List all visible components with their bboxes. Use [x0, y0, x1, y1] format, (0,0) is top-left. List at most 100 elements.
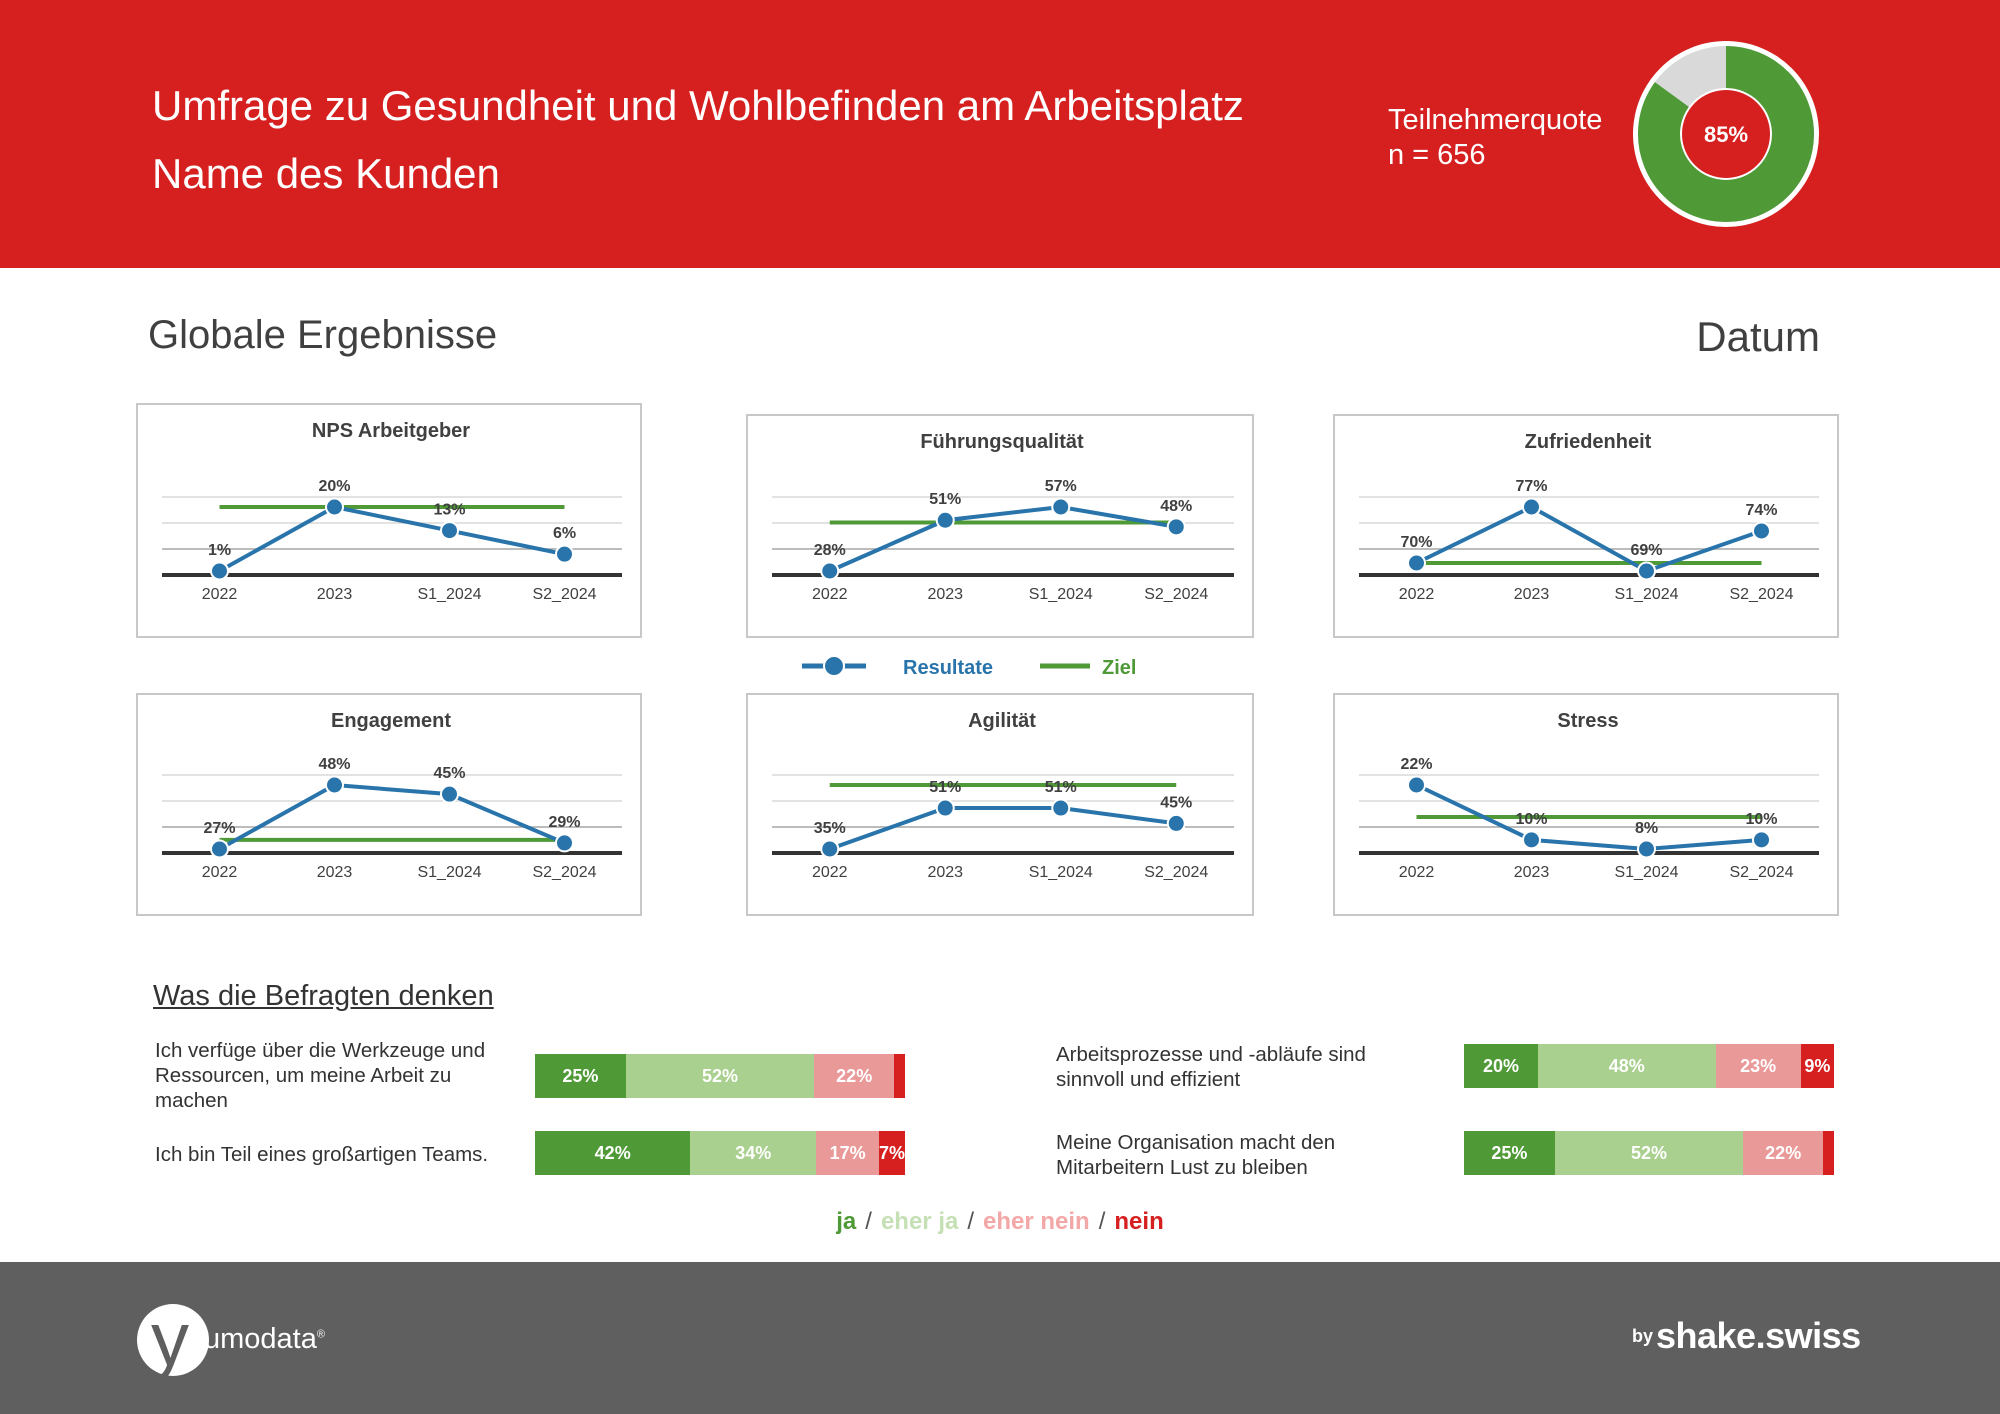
data-label: 57% — [1045, 478, 1077, 495]
data-label: 51% — [929, 779, 961, 796]
registered-mark: ® — [316, 1328, 325, 1341]
legend-results-label: Resultate — [903, 657, 993, 679]
data-point — [820, 561, 840, 581]
data-point — [1166, 813, 1186, 833]
chart-panel-stress: Stress 2022 2023 S1_2024 S2_2024 22% 10% 8% 10% — [1333, 693, 1839, 916]
data-label: 77% — [1515, 478, 1547, 495]
legend-results-marker — [823, 655, 845, 677]
segment-eher-nein: 23% — [1715, 1044, 1801, 1088]
footer — [0, 1262, 2000, 1414]
scale-eher-nein: eher nein — [983, 1208, 1090, 1235]
x-tick-label: S2_2024 — [532, 864, 596, 881]
stacked-bar: 25% 52% 22% — [1464, 1131, 1834, 1175]
data-point — [325, 497, 344, 517]
data-label: 27% — [203, 820, 235, 837]
x-tick-label: S1_2024 — [417, 864, 481, 881]
data-point — [555, 833, 574, 853]
chart-title: Führungsqualität — [920, 431, 1084, 453]
data-point — [1522, 497, 1541, 517]
date-label: Datum — [1696, 313, 1820, 360]
x-tick-label: 2023 — [1514, 864, 1550, 881]
x-tick-label: S1_2024 — [417, 586, 481, 603]
data-label: 48% — [318, 756, 350, 773]
data-point — [1051, 798, 1071, 818]
data-label: 69% — [1630, 542, 1662, 559]
scale-separator: / — [865, 1208, 872, 1235]
segment-nein — [894, 1054, 905, 1098]
segment-ja: 20% — [1464, 1044, 1538, 1088]
yumodata-logo-y: y — [151, 1297, 189, 1382]
data-label: 8% — [1635, 820, 1658, 837]
scale-separator: / — [967, 1208, 975, 1235]
donut-filled-segment — [1638, 46, 1814, 222]
statement-text: Ich bin Teil eines großartigen Teams. — [155, 1143, 489, 1166]
segment-nein: 9% — [1800, 1044, 1834, 1088]
x-tick-label: 2022 — [812, 586, 848, 603]
x-tick-label: 2022 — [812, 864, 848, 881]
data-label: 70% — [1400, 534, 1432, 551]
x-tick-label: S2_2024 — [1729, 586, 1793, 603]
participation-count: n = 656 — [1388, 139, 1486, 171]
data-point — [820, 839, 840, 859]
data-point — [325, 775, 344, 795]
data-point — [210, 839, 229, 859]
x-tick-label: 2023 — [317, 864, 353, 881]
data-label: 10% — [1745, 811, 1777, 828]
data-label: 22% — [1400, 756, 1432, 773]
data-label: 45% — [433, 765, 465, 782]
x-tick-label: S2_2024 — [1144, 586, 1208, 603]
results-line — [218, 504, 565, 573]
segment-eher-ja: 52% — [1554, 1131, 1744, 1175]
segment-nein: 7% — [879, 1131, 905, 1175]
donut-percent-label: 85% — [1704, 122, 1748, 147]
x-tick-label: S2_2024 — [1729, 864, 1793, 881]
statement-text: Arbeitsprozesse und -abläufe sind sinnvo… — [1056, 1043, 1366, 1091]
x-tick-label: 2023 — [927, 864, 963, 881]
data-label: 51% — [929, 491, 961, 508]
data-point — [440, 784, 459, 804]
data-point — [210, 561, 229, 581]
chart-title: Agilität — [968, 710, 1036, 732]
participation-label: Teilnehmerquote — [1388, 104, 1603, 136]
x-tick-label: S1_2024 — [1029, 864, 1093, 881]
data-label: 1% — [208, 542, 231, 559]
legend-target-label: Ziel — [1102, 657, 1136, 679]
donut-center — [1682, 90, 1770, 178]
data-label: 74% — [1745, 502, 1777, 519]
participation-donut: 85% — [1633, 41, 1819, 227]
segment-eher-ja: 52% — [625, 1054, 815, 1098]
segment-ja: 25% — [1464, 1131, 1555, 1175]
results-line — [1415, 504, 1763, 574]
yumodata-logo-circle — [137, 1304, 209, 1376]
data-point — [440, 521, 459, 541]
segment-ja: 42% — [535, 1131, 691, 1175]
segment-eher-nein: 17% — [816, 1131, 880, 1175]
data-label: 28% — [814, 542, 846, 559]
data-label: 6% — [553, 525, 576, 542]
data-point — [1752, 521, 1771, 541]
data-point — [935, 510, 955, 530]
chart-title: Engagement — [331, 710, 451, 732]
data-label: 51% — [1045, 779, 1077, 796]
x-tick-label: S1_2024 — [1614, 586, 1678, 603]
scale-eher-ja: eher ja — [880, 1208, 959, 1235]
brand-by: by — [1632, 1326, 1654, 1346]
chart-panel-nps: NPS Arbeitgeber 2022 2023 S1_2024 S2_2024 1% 2… — [136, 403, 642, 638]
data-label: 29% — [548, 814, 580, 831]
chart-title: Stress — [1557, 710, 1618, 732]
scale-ja: ja — [836, 1208, 857, 1235]
yumodata-logo: umodata® — [204, 1323, 325, 1356]
x-tick-label: S2_2024 — [532, 586, 596, 603]
x-tick-label: 2022 — [1399, 864, 1435, 881]
segment-ja: 25% — [535, 1054, 626, 1098]
x-tick-label: 2022 — [1399, 586, 1435, 603]
data-point — [1522, 830, 1541, 850]
data-point — [935, 798, 955, 818]
segment-eher-nein: 22% — [1743, 1131, 1824, 1175]
yumodata-logo-text: umodata — [204, 1323, 317, 1355]
chart-panel-zufriedenheit: Zufriedenheit 2022 2023 S1_2024 S2_2024 70% 77… — [1333, 414, 1839, 638]
x-tick-label: 2023 — [317, 586, 353, 603]
data-point — [1407, 553, 1426, 573]
scale-separator: / — [1098, 1208, 1106, 1235]
results-line — [1415, 783, 1762, 852]
